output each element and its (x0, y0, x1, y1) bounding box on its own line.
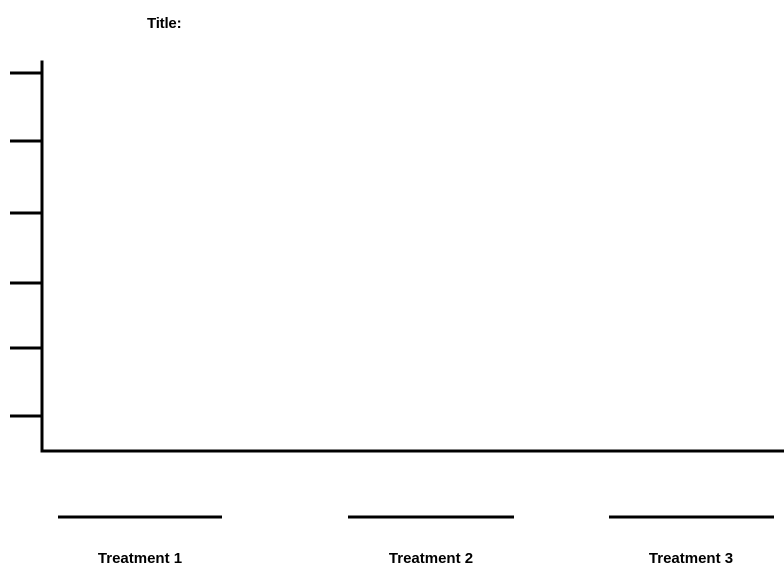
y-axis-ticks (10, 71, 42, 418)
category-label-1: Treatment 1 (98, 550, 182, 567)
chart-title-label: Title: (147, 15, 182, 32)
category-label-2: Treatment 2 (389, 550, 473, 567)
category-label-3: Treatment 3 (649, 550, 733, 567)
x-axis-categories: Treatment 1 Treatment 2 Treatment 3 (58, 515, 774, 567)
